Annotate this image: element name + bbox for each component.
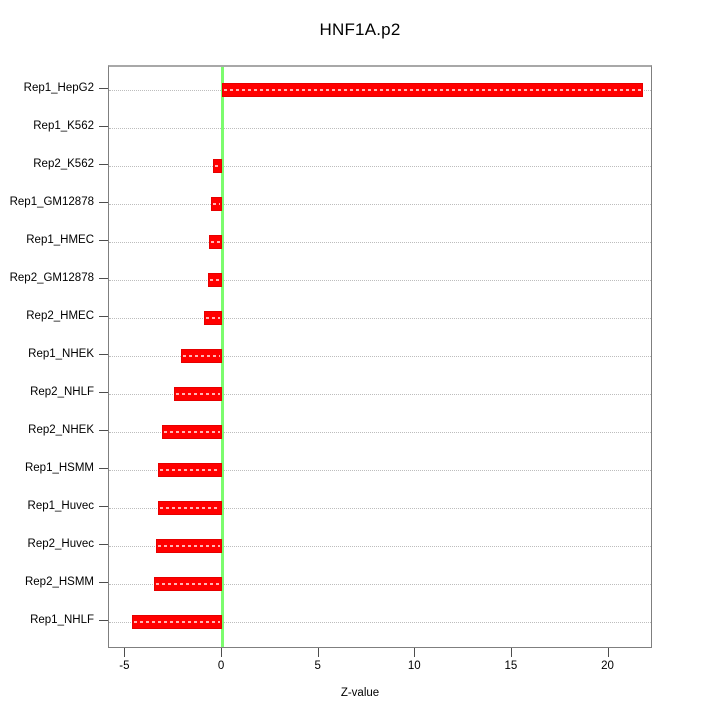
gridline [109,279,651,282]
x-tick-label-15: 15 [504,660,518,672]
y-tick-mark [99,353,108,355]
y-tick-label-rep2-k562: Rep2_K562 [33,157,94,170]
y-tick-mark [99,201,108,203]
gridline [109,507,651,510]
bar [207,272,223,287]
x-tick-mark [124,648,126,657]
y-tick-label-rep2-nhlf: Rep2_NHLF [30,385,94,398]
bar [181,348,223,363]
gridline [109,317,651,320]
y-tick-label-rep1-k562: Rep1_K562 [33,119,94,132]
gridline [109,127,651,130]
x-tick-label-20: 20 [601,660,614,672]
gridline [109,469,651,472]
x-tick-label--5: -5 [119,660,130,672]
gridline [109,583,651,586]
plot-area [108,65,652,648]
bar [209,234,223,249]
page-title: HNF1A.p2 [319,20,401,39]
gridline [109,165,651,168]
y-tick-label-rep1-nhek: Rep1_NHEK [28,347,94,360]
y-tick-mark [99,125,108,127]
y-tick-mark [99,163,108,165]
x-axis-title: Z-value [340,687,380,699]
y-tick-label-rep2-huvec: Rep2_Huvec [27,537,94,550]
bar [213,158,223,173]
y-tick-mark [99,467,108,469]
y-tick-label-rep1-nhlf: Rep1_NHLF [30,613,94,626]
gridline [109,393,651,396]
bar [156,538,223,553]
y-tick-label-rep1-gm12878: Rep1_GM12878 [9,195,94,208]
y-tick-mark [99,239,108,241]
y-tick-mark [99,581,108,583]
y-tick-mark [99,277,108,279]
x-tick-label-10: 10 [407,660,421,672]
y-tick-mark [99,505,108,507]
x-tick-mark [607,648,609,657]
gridline [109,203,651,206]
bar [158,462,223,477]
y-tick-label-rep2-gm12878: Rep2_GM12878 [9,271,94,284]
y-tick-label-rep2-hsmm: Rep2_HSMM [24,575,94,588]
y-tick-mark [99,543,108,545]
bar [222,82,644,97]
y-tick-mark [99,87,108,89]
y-tick-label-rep1-huvec: Rep1_Huvec [27,499,94,512]
bar [211,196,223,211]
x-tick-label-5: 5 [314,660,321,672]
x-tick-mark [510,648,512,657]
gridline [109,545,651,548]
bar [158,500,223,515]
x-tick-mark [317,648,319,657]
y-tick-label-rep1-hsmm: Rep1_HSMM [24,461,94,474]
bar [173,386,223,401]
y-tick-mark [99,315,108,317]
gridline [109,621,651,624]
y-tick-label-rep2-nhek: Rep2_NHEK [28,423,94,436]
gridline [109,431,651,434]
bar [131,614,223,629]
gridline [109,241,651,244]
x-tick-mark [414,648,416,657]
y-tick-mark [99,619,108,621]
x-tick-mark [221,648,223,657]
gridline [109,355,651,358]
x-tick-label-0: 0 [217,660,225,672]
y-tick-mark [99,429,108,431]
y-tick-mark [99,391,108,393]
y-tick-label-rep2-hmec: Rep2_HMEC [26,309,94,322]
bar [162,424,223,439]
zero-reference-line [221,67,225,647]
y-tick-label-rep1-hepg2: Rep1_HepG2 [23,81,94,94]
bar [154,576,223,591]
bar [204,310,223,325]
y-tick-label-rep1-hmec: Rep1_HMEC [26,233,94,246]
plot-inner [109,67,651,647]
